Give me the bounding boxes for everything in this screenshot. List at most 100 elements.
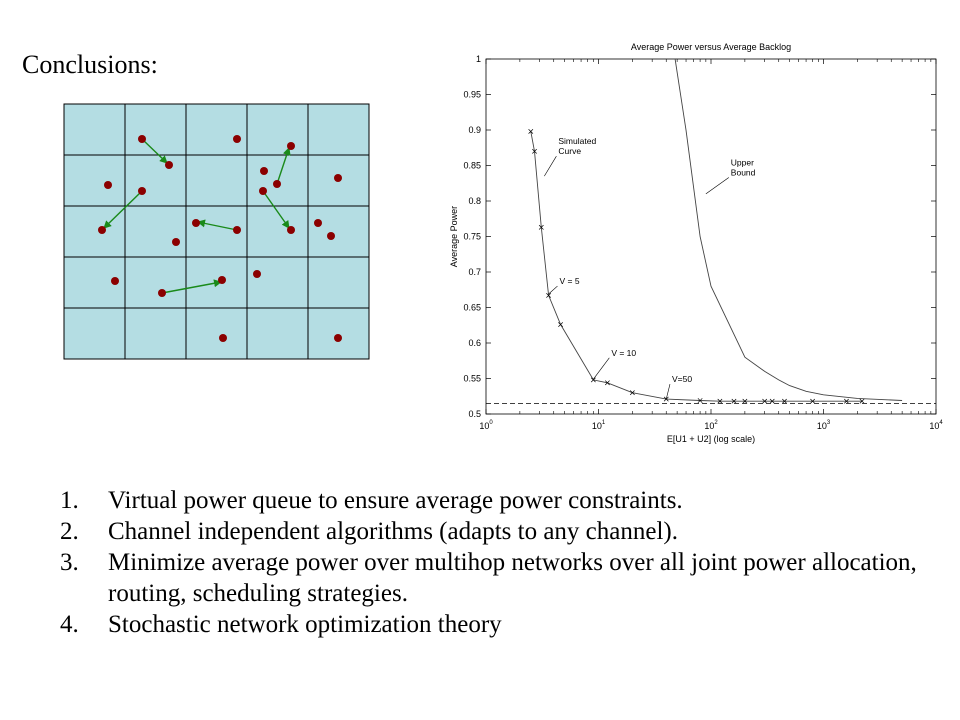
y-axis-label: Average Power	[449, 206, 459, 267]
x-tick-exponent: 4	[939, 420, 943, 426]
conclusion-item: 4. Stochastic network optimization theory	[60, 609, 960, 640]
network-node	[233, 135, 241, 143]
x-tick-base: 10	[479, 421, 489, 431]
conclusion-text: Channel independent algorithms (adapts t…	[108, 518, 678, 545]
conclusion-text: Virtual power queue to ensure average po…	[108, 487, 683, 514]
annotation-label: Bound	[731, 168, 756, 178]
network-node	[158, 289, 166, 297]
data-point-marker	[697, 398, 703, 403]
conclusion-item: 1. Virtual power queue to ensure average …	[60, 485, 960, 516]
network-node	[192, 219, 200, 227]
grid-cell	[124, 256, 187, 309]
annotation-label: Upper	[731, 158, 754, 168]
network-node	[334, 174, 342, 182]
grid-cell	[63, 307, 126, 360]
slide-title: Conclusions:	[22, 50, 158, 79]
data-point-marker	[538, 224, 544, 230]
data-point-marker	[546, 292, 552, 298]
x-axis-label: E[U1 + U2] (log scale)	[667, 434, 755, 444]
annotation-pointer	[548, 285, 558, 295]
grid-cell	[185, 154, 248, 207]
conclusion-number: 4.	[60, 611, 79, 638]
y-tick-label: 0.8	[468, 196, 481, 206]
network-node	[260, 167, 268, 175]
x-tick-exponent: 2	[714, 420, 718, 426]
grid-cell	[124, 205, 187, 258]
data-point-marker	[629, 390, 635, 396]
network-node	[233, 226, 241, 234]
data-point-marker	[810, 398, 816, 404]
annotation-label: V=50	[672, 374, 692, 384]
grid-cell	[307, 256, 370, 309]
grid-cell	[246, 256, 309, 309]
data-point-marker	[590, 377, 596, 383]
grid-cell	[185, 307, 248, 360]
x-tick-base: 10	[929, 421, 939, 431]
network-node	[104, 181, 112, 189]
y-tick-label: 0.9	[468, 125, 481, 135]
data-point-marker	[717, 398, 723, 404]
x-tick-base: 10	[817, 421, 827, 431]
network-node	[111, 277, 119, 285]
network-node	[334, 334, 342, 342]
transmission-arrow	[262, 190, 290, 229]
conclusion-number: 3.	[60, 549, 79, 576]
x-tick-label: 100	[479, 420, 493, 431]
y-tick-label: 0.6	[468, 338, 481, 348]
data-point-marker	[782, 398, 787, 404]
grid-cell	[307, 205, 370, 258]
annotation-label: Curve	[558, 146, 581, 156]
annotation-pointer	[705, 177, 729, 195]
x-tick-label: 101	[592, 420, 606, 431]
upper-bound-line	[674, 59, 903, 401]
y-tick-label: 0.75	[463, 232, 481, 242]
network-node	[172, 238, 180, 246]
data-point-marker	[528, 128, 534, 134]
chart-title: Average Power versus Average Backlog	[631, 42, 791, 52]
transmission-arrow	[103, 190, 143, 229]
data-point-marker	[762, 398, 768, 404]
data-point-marker	[604, 380, 610, 386]
annotation-label: V = 10	[611, 348, 636, 358]
x-tick-base: 10	[704, 421, 714, 431]
grid-cell	[185, 103, 248, 156]
grid-cell	[246, 307, 309, 360]
x-tick-label: 103	[817, 420, 831, 431]
y-tick-label: 0.5	[468, 409, 481, 419]
network-node	[98, 226, 106, 234]
grid-cell	[246, 205, 309, 258]
x-tick-base: 10	[592, 421, 602, 431]
network-node	[327, 232, 335, 240]
y-tick-label: 0.65	[463, 303, 481, 313]
grid-cell	[63, 103, 126, 156]
plot-frame	[485, 58, 937, 415]
conclusion-number: 1.	[60, 487, 79, 514]
conclusion-text: Minimize average power over multihop net…	[108, 549, 917, 607]
grid-cell	[124, 103, 187, 156]
network-node	[138, 187, 146, 195]
data-point-marker	[558, 322, 564, 327]
network-node	[219, 334, 227, 342]
network-node	[165, 161, 173, 169]
network-node	[273, 180, 281, 188]
conclusion-text: Stochastic network optimization theory	[108, 611, 502, 638]
transmission-arrow	[276, 147, 291, 185]
y-tick-label: 1	[476, 54, 481, 64]
grid-cell	[124, 307, 187, 360]
y-tick-label: 0.95	[463, 90, 481, 100]
data-point-marker	[844, 398, 849, 404]
conclusion-item: 2. Channel independent algorithms (adapts…	[60, 516, 960, 547]
network-node	[218, 276, 226, 284]
grid-cell	[307, 307, 370, 360]
x-tick-exponent: 0	[489, 420, 493, 426]
data-point-marker	[769, 398, 775, 404]
y-tick-label: 0.85	[463, 161, 481, 171]
x-tick-label: 102	[704, 420, 718, 431]
conclusion-number: 2.	[60, 518, 79, 545]
annotation-label: V = 5	[559, 276, 579, 286]
annotation-pointer	[593, 357, 610, 380]
data-point-marker	[859, 398, 865, 404]
x-tick-exponent: 3	[827, 420, 831, 426]
